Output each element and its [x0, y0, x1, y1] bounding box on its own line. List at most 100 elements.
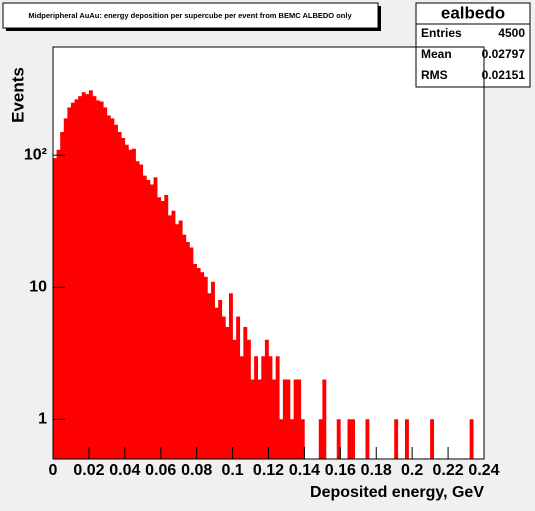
bar	[365, 419, 370, 459]
bar	[218, 300, 223, 459]
y-axis-label: Events	[8, 67, 27, 123]
bar	[250, 379, 255, 459]
bar	[157, 197, 162, 459]
bar	[268, 356, 273, 459]
bar	[182, 234, 187, 459]
stats-value: 0.02797	[482, 47, 526, 61]
bar	[290, 419, 294, 459]
bar	[139, 164, 144, 460]
bar	[193, 263, 197, 459]
bar	[211, 281, 215, 459]
bar	[228, 293, 233, 459]
bar	[322, 379, 327, 459]
x-tick-label: 0.1	[221, 462, 243, 479]
bar	[275, 356, 280, 459]
stats-box	[415, 2, 531, 88]
x-tick-label: 0.22	[433, 462, 464, 479]
bar	[300, 419, 305, 459]
bar	[185, 242, 190, 459]
bar	[239, 356, 244, 459]
bar	[272, 379, 276, 459]
x-tick-label: 0.16	[325, 462, 356, 479]
bar	[85, 94, 90, 460]
bar	[261, 356, 266, 459]
bar	[404, 419, 409, 459]
bar	[293, 379, 298, 459]
stats-title: ealbedo	[441, 3, 505, 22]
bar	[110, 118, 115, 459]
bar	[430, 419, 435, 459]
bar	[149, 184, 154, 459]
x-tick-label: 0	[49, 462, 58, 479]
bar	[347, 419, 352, 459]
y-tick-label: 1	[38, 410, 47, 427]
bar	[81, 92, 86, 459]
bar	[88, 90, 93, 459]
bar	[243, 326, 248, 459]
bar	[53, 158, 57, 459]
x-tick-label: 0.2	[401, 462, 423, 479]
bar	[282, 379, 287, 459]
bar	[236, 316, 241, 459]
bar	[153, 177, 158, 460]
x-axis-label: Deposited energy, GeV	[310, 484, 484, 501]
bar	[103, 107, 108, 459]
bar	[146, 179, 151, 459]
bar	[264, 339, 269, 459]
chart-title: Midperipheral AuAu: energy deposition pe…	[28, 11, 352, 20]
title-box	[2, 2, 379, 29]
bar	[121, 137, 126, 459]
stats-value: 0.02151	[482, 68, 526, 82]
x-tick-label: 0.04	[109, 462, 140, 479]
bar	[254, 356, 259, 459]
bar	[106, 115, 111, 460]
bar	[160, 200, 165, 459]
bar	[286, 379, 291, 459]
stats-label: Mean	[421, 47, 452, 61]
bar	[297, 379, 302, 459]
bar	[70, 102, 75, 460]
bar	[178, 220, 183, 459]
bar	[60, 131, 65, 459]
bar	[469, 419, 474, 459]
bar	[128, 149, 133, 459]
bar	[246, 339, 251, 459]
x-tick-label: 0.06	[145, 462, 176, 479]
stats-value: 4500	[498, 26, 525, 40]
bar	[74, 99, 79, 459]
bar	[67, 107, 72, 459]
bar	[207, 293, 212, 459]
y-tick-label: 10²	[24, 146, 47, 163]
bar	[124, 144, 129, 459]
bar	[189, 247, 194, 459]
x-tick-label: 0.18	[361, 462, 392, 479]
bar	[214, 307, 219, 459]
bar	[351, 419, 355, 459]
bar	[56, 149, 61, 459]
x-tick-label: 0.08	[181, 462, 212, 479]
bar	[132, 148, 136, 460]
bar	[164, 194, 169, 459]
bar	[142, 175, 147, 459]
bar	[171, 210, 176, 459]
bar	[135, 161, 140, 459]
bar	[225, 326, 230, 459]
bar	[175, 224, 180, 459]
x-tick-label: 0.02	[73, 462, 104, 479]
bar	[92, 96, 97, 460]
bar	[196, 267, 201, 459]
bar	[200, 272, 205, 459]
bar	[203, 276, 208, 459]
bar	[318, 419, 323, 459]
bar	[221, 316, 226, 459]
stats-label: RMS	[421, 68, 448, 82]
bar	[63, 118, 68, 459]
x-tick-label: 0.14	[289, 462, 320, 479]
y-tick-label: 10	[29, 278, 47, 295]
bar	[117, 131, 122, 459]
x-tick-label: 0.12	[253, 462, 284, 479]
x-tick-label: 0.24	[468, 462, 499, 479]
bar	[232, 339, 237, 459]
bar	[279, 419, 284, 459]
